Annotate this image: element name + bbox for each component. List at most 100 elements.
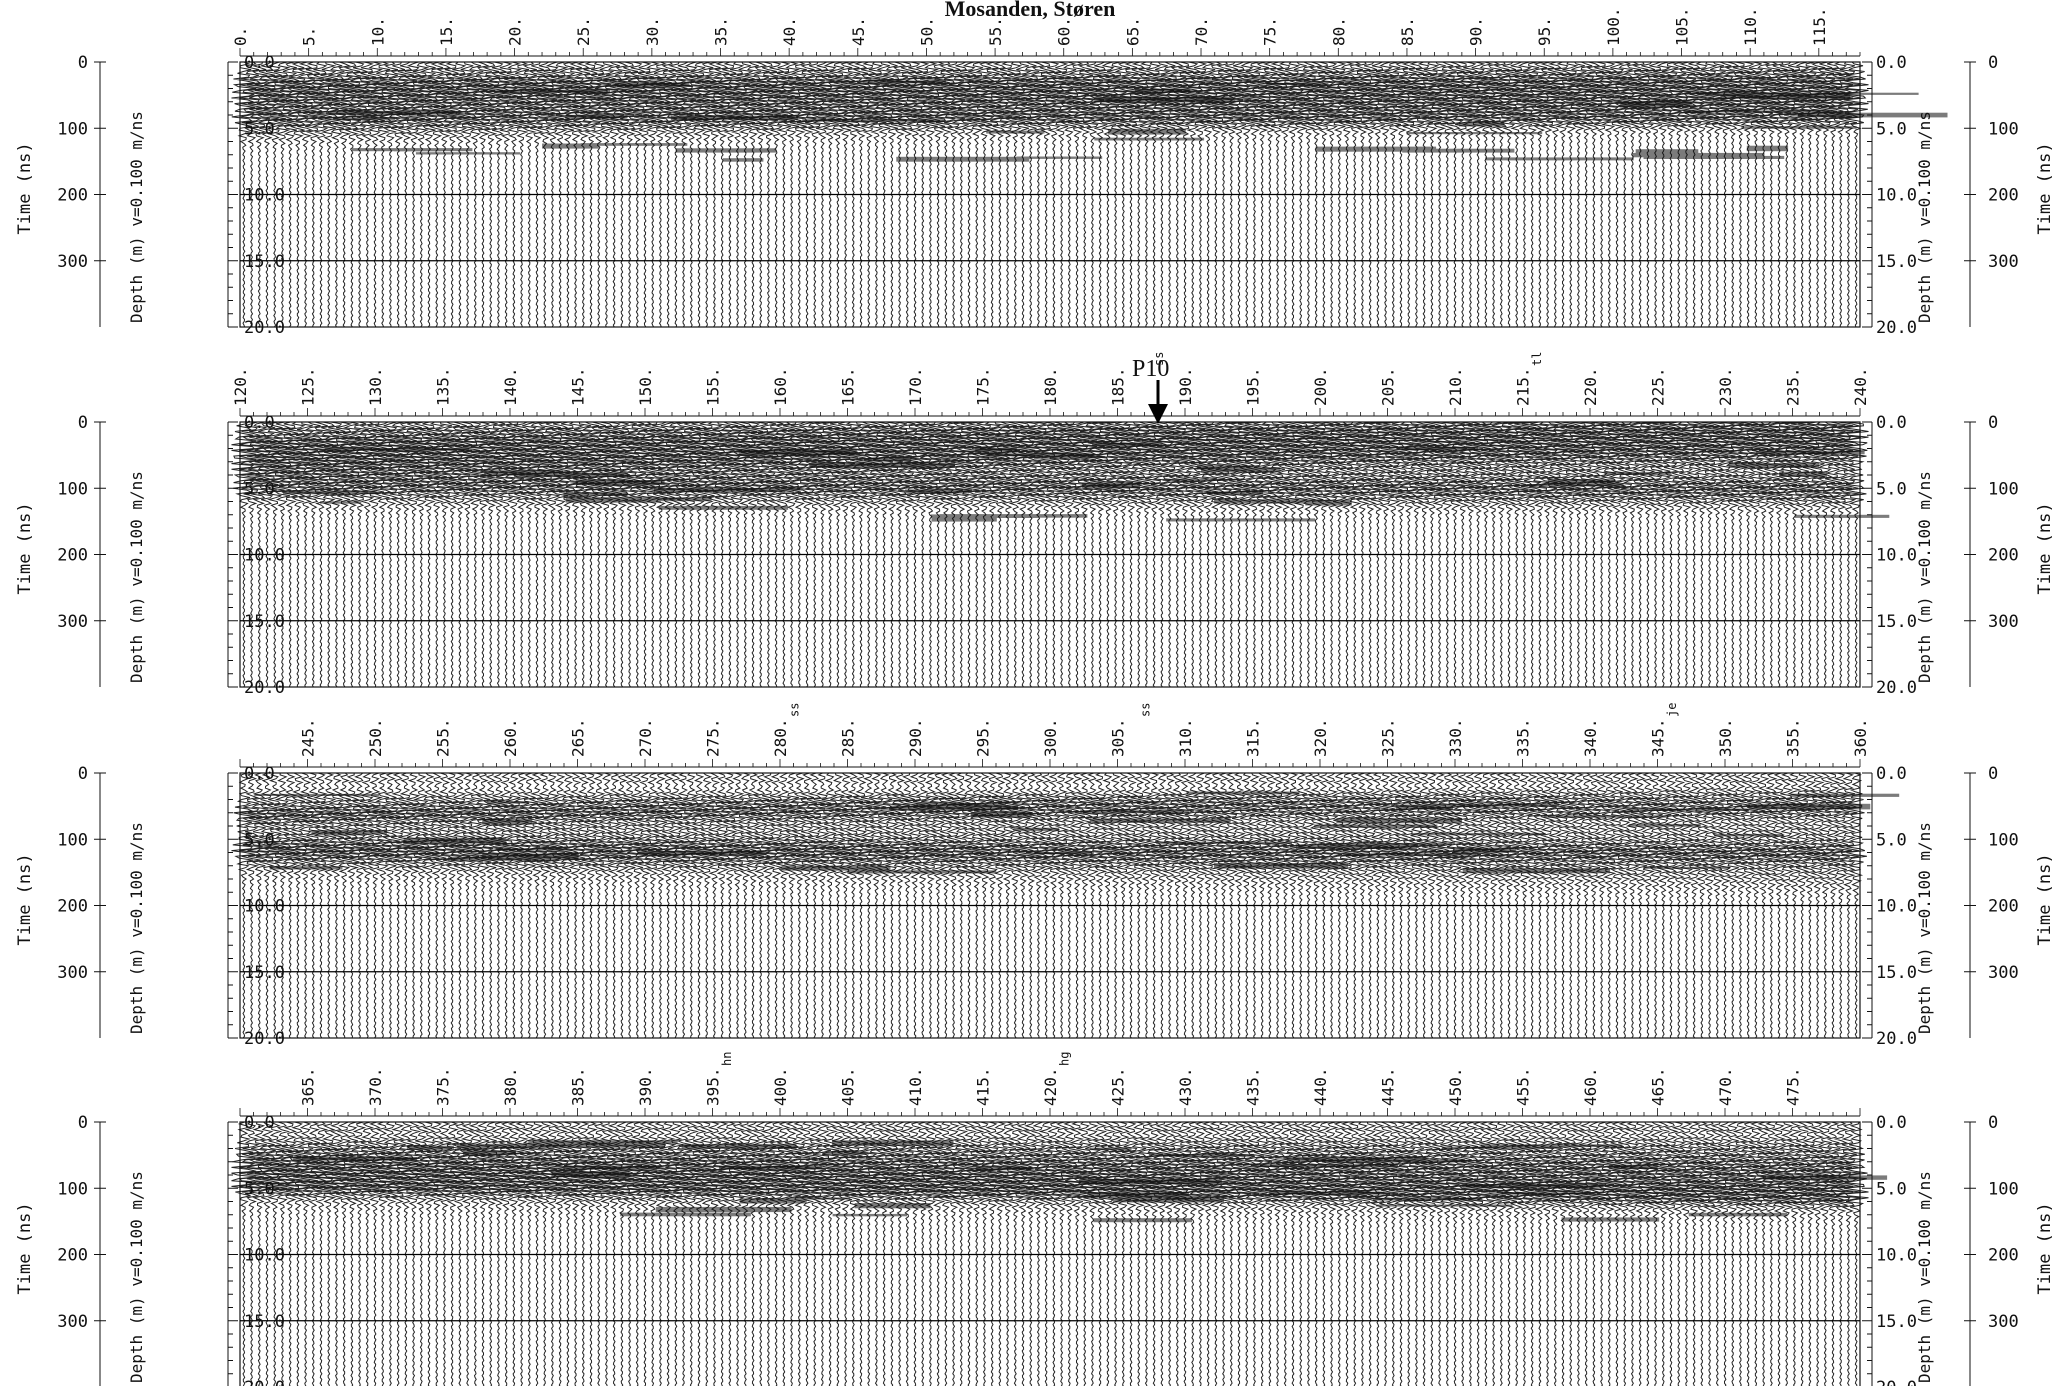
trace-tick-label: 190. bbox=[1176, 367, 1195, 406]
time-axis-title: Time (ns) bbox=[15, 1202, 35, 1294]
trace-tick-label: 40. bbox=[780, 17, 799, 46]
trace-tick-label: 230. bbox=[1716, 367, 1735, 406]
trace-tick-label: 475. bbox=[1784, 1067, 1803, 1106]
trace-tick-label: 90. bbox=[1467, 17, 1486, 46]
time-tick-label: 200 bbox=[57, 186, 88, 206]
trace-tick-label: 350. bbox=[1716, 718, 1735, 757]
trace-tick-label: 430. bbox=[1176, 1067, 1195, 1106]
trace-tick-label: 155. bbox=[704, 367, 723, 406]
trace-tick-label: 330. bbox=[1446, 718, 1465, 757]
trace-tick-label: 370. bbox=[366, 1067, 385, 1106]
trace-tick-label: 180. bbox=[1041, 367, 1060, 406]
trace-tick-label: 390. bbox=[636, 1067, 655, 1106]
radargram-panel-2: 120. 125. 130. 135. 140. 145. 150. 155. 160. 165.… bbox=[15, 352, 2055, 698]
trace-tick-label: 310. bbox=[1176, 718, 1195, 757]
depth-tick-label-right: 20.0 bbox=[1876, 678, 1917, 698]
trace-tick-label: 225. bbox=[1649, 367, 1668, 406]
time-tick-label: 200 bbox=[57, 546, 88, 566]
trace-tick-label: 420. bbox=[1041, 1067, 1060, 1106]
time-tick-label-right: 300 bbox=[1988, 252, 2019, 272]
trace-tick-label: 460. bbox=[1581, 1067, 1600, 1106]
depth-tick-label: 15.0 bbox=[244, 252, 285, 272]
depth-tick-label: 0.0 bbox=[244, 1113, 275, 1133]
depth-tick-label: 5.0 bbox=[244, 479, 275, 499]
trace-tick-label: 315. bbox=[1244, 718, 1263, 757]
trace-tick-label: 235. bbox=[1784, 367, 1803, 406]
trace-tick-label: 150. bbox=[636, 367, 655, 406]
time-tick-label-right: 200 bbox=[1988, 1246, 2019, 1266]
trace-flag-label: je bbox=[1665, 703, 1679, 717]
trace-tick-label: 425. bbox=[1109, 1067, 1128, 1106]
depth-tick-label-right: 5.0 bbox=[1876, 479, 1907, 499]
trace-flag-label: hn bbox=[720, 1052, 734, 1066]
depth-tick-label-right: 15.0 bbox=[1876, 612, 1917, 632]
time-tick-label-right: 100 bbox=[1988, 830, 2019, 850]
depth-tick-label-right: 10.0 bbox=[1876, 186, 1917, 206]
trace-tick-label: 345. bbox=[1649, 718, 1668, 757]
depth-tick-label-right: 5.0 bbox=[1876, 1179, 1907, 1199]
trace-tick-label: 250. bbox=[366, 718, 385, 757]
time-tick-label-right: 0 bbox=[1988, 764, 1998, 784]
trace-tick-label: 355. bbox=[1784, 718, 1803, 757]
trace-tick-label: 385. bbox=[569, 1067, 588, 1106]
trace-tick-label: 175. bbox=[974, 367, 993, 406]
trace-tick-label: 285. bbox=[839, 718, 858, 757]
trace-tick-label: 185. bbox=[1109, 367, 1128, 406]
trace-tick-label: 280. bbox=[771, 718, 790, 757]
trace-tick-label: 70. bbox=[1192, 17, 1211, 46]
trace-tick-label: 365. bbox=[299, 1067, 318, 1106]
trace-tick-label: 105. bbox=[1673, 7, 1692, 46]
depth-tick-label: 10.0 bbox=[244, 546, 285, 566]
depth-tick-label: 0.0 bbox=[244, 413, 275, 433]
time-tick-label: 200 bbox=[57, 1246, 88, 1266]
trace-tick-label: 60. bbox=[1055, 17, 1074, 46]
trace-tick-label: 35. bbox=[712, 17, 731, 46]
depth-tick-label: 10.0 bbox=[244, 1246, 285, 1266]
trace-tick-label: 85. bbox=[1398, 17, 1417, 46]
depth-tick-label: 10.0 bbox=[244, 897, 285, 917]
depth-tick-label-right: 5.0 bbox=[1876, 119, 1907, 139]
depth-tick-label-right: 15.0 bbox=[1876, 1312, 1917, 1332]
time-tick-label: 0 bbox=[78, 53, 88, 73]
trace-tick-label: 375. bbox=[434, 1067, 453, 1106]
depth-tick-label: 15.0 bbox=[244, 963, 285, 983]
time-tick-label-right: 300 bbox=[1988, 612, 2019, 632]
trace-tick-label: 100. bbox=[1604, 7, 1623, 46]
depth-tick-label: 15.0 bbox=[244, 612, 285, 632]
trace-tick-label: 215. bbox=[1514, 367, 1533, 406]
trace-tick-label: 270. bbox=[636, 718, 655, 757]
time-tick-label: 100 bbox=[57, 1179, 88, 1199]
trace-tick-label: 115. bbox=[1810, 7, 1829, 46]
depth-axis-title: Depth (m) v=0.100 m/ns bbox=[127, 1171, 146, 1383]
trace-tick-label: 165. bbox=[839, 367, 858, 406]
time-axis-title: Time (ns) bbox=[15, 853, 35, 945]
trace-tick-label: 405. bbox=[839, 1067, 858, 1106]
trace-tick-label: 45. bbox=[849, 17, 868, 46]
trace-tick-label: 465. bbox=[1649, 1067, 1668, 1106]
trace-tick-label: 5. bbox=[300, 27, 319, 46]
depth-tick-label: 5.0 bbox=[244, 830, 275, 850]
trace-tick-label: 75. bbox=[1261, 17, 1280, 46]
depth-tick-label: 0.0 bbox=[244, 764, 275, 784]
depth-axis-title-right: Depth (m) v=0.100 m/ns bbox=[1915, 822, 1934, 1034]
trace-tick-label: 10. bbox=[368, 17, 387, 46]
time-tick-label: 200 bbox=[57, 897, 88, 917]
radargram-panel-3: 245. 250. 255. 260. 265. 270. 275. 280. 285. 290.… bbox=[15, 703, 2055, 1049]
depth-tick-label: 5.0 bbox=[244, 1179, 275, 1199]
trace-tick-label: 265. bbox=[569, 718, 588, 757]
trace-tick-label: 450. bbox=[1446, 1067, 1465, 1106]
time-axis-title-right: Time (ns) bbox=[2035, 1202, 2055, 1294]
depth-tick-label-right: 0.0 bbox=[1876, 413, 1907, 433]
trace-tick-label: 205. bbox=[1379, 367, 1398, 406]
trace-tick-label: 50. bbox=[917, 17, 936, 46]
reflection-bands bbox=[329, 80, 1948, 162]
trace-tick-label: 440. bbox=[1311, 1067, 1330, 1106]
trace-tick-label: 415. bbox=[974, 1067, 993, 1106]
depth-tick-label-right: 20.0 bbox=[1876, 1378, 1917, 1386]
trace-tick-label: 260. bbox=[501, 718, 520, 757]
trace-flag-label: ss bbox=[1152, 352, 1166, 366]
radargram-panel-4: 365. 370. 375. 380. 385. 390. 395. 400. 405. 410.… bbox=[15, 1052, 2055, 1386]
trace-tick-label: 470. bbox=[1716, 1067, 1735, 1106]
reflection-bands bbox=[282, 442, 1890, 522]
